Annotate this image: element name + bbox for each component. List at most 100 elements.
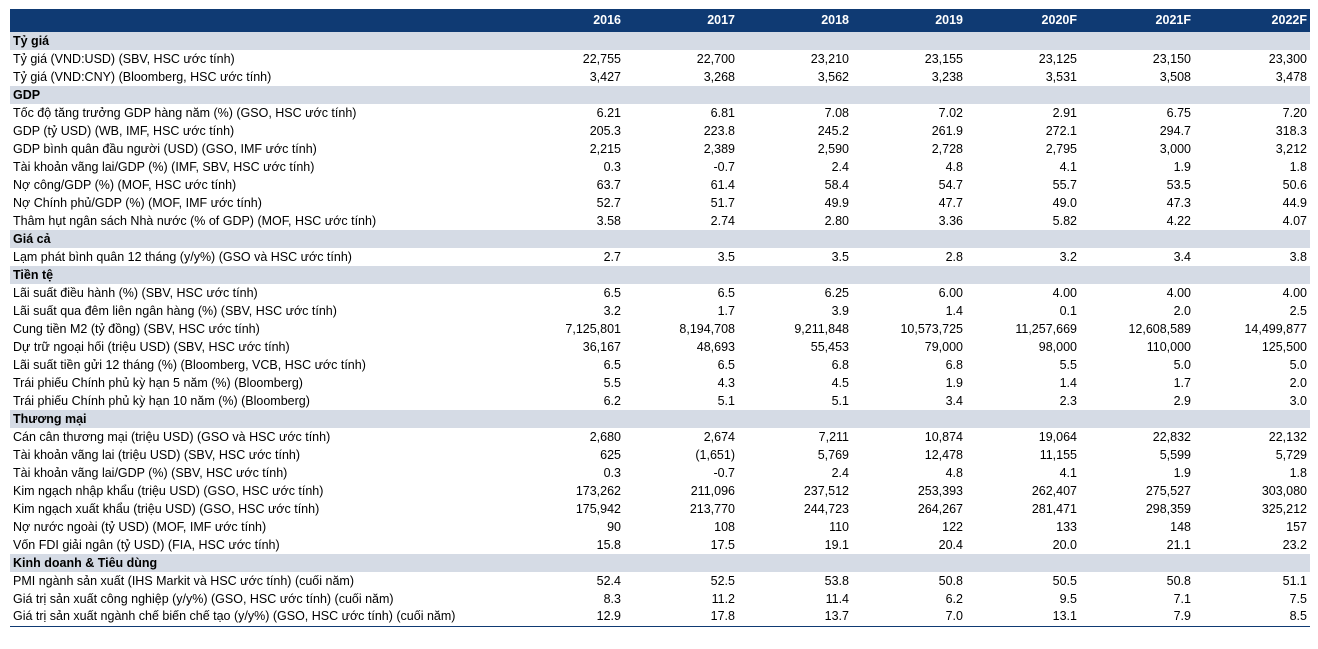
- value-cell: 19.1: [824, 537, 849, 552]
- value-cell: 148: [1170, 519, 1191, 534]
- value-cell: 6.75: [1166, 105, 1191, 120]
- value-cell: 12.9: [510, 608, 624, 627]
- table-row: Nợ công/GDP (%) (MOF, HSC ước tính) 63.7 6…: [10, 176, 1310, 194]
- value-cell: 17.8: [624, 608, 738, 627]
- value-cell: 275,527: [1145, 483, 1191, 498]
- value-cell: 7.02: [938, 105, 963, 120]
- value-cell: 9,211,848: [794, 321, 849, 336]
- year-header: 2022F: [1194, 9, 1310, 32]
- value-cell: 6.8: [945, 357, 963, 372]
- row-label: Nợ nước ngoài (tỷ USD) (MOF, IMF ước tín…: [13, 519, 267, 534]
- value-cell: 5,729: [1275, 447, 1307, 462]
- value-cell: 2.0: [1173, 303, 1191, 318]
- value-cell: 90: [607, 519, 621, 534]
- table-row: Thâm hụt ngân sách Nhà nước (% of GDP) (…: [10, 212, 1310, 230]
- value-cell: 61.4: [710, 177, 735, 192]
- value-cell: 261.9: [931, 123, 963, 138]
- row-label: Lãi suất tiền gửi 12 tháng (%) (Bloomber…: [13, 357, 366, 372]
- value-cell: 3,508: [1159, 69, 1191, 84]
- value-cell: 48,693: [696, 339, 735, 354]
- value-cell: 3,268: [703, 69, 735, 84]
- value-cell: 52.7: [596, 195, 621, 210]
- section-title: Giá cả: [10, 230, 1310, 248]
- value-cell: 3.0: [1289, 393, 1307, 408]
- table-row: Tỷ giá (VND:CNY) (Bloomberg, HSC ước tín…: [10, 68, 1310, 86]
- value-cell: 3.5: [717, 249, 735, 264]
- value-cell: 79,000: [924, 339, 963, 354]
- value-cell: 8,194,708: [679, 321, 735, 336]
- value-cell: 6.2: [603, 393, 621, 408]
- section-header-row: Thương mại: [10, 410, 1310, 428]
- value-cell: 7.0: [852, 608, 966, 627]
- value-cell: 1.4: [1059, 375, 1077, 390]
- value-cell: 3.2: [603, 303, 621, 318]
- value-cell: 58.4: [824, 177, 849, 192]
- table-row: Giá trị sản xuất công nghiệp (y/y%) (GSO…: [10, 590, 1310, 608]
- value-cell: 1.8: [1289, 159, 1307, 174]
- row-label: Tỷ giá (VND:CNY) (Bloomberg, HSC ước tín…: [13, 69, 272, 84]
- value-cell: 2.80: [824, 213, 849, 228]
- value-cell: 63.7: [596, 177, 621, 192]
- row-label: Cán cân thương mại (triệu USD) (GSO và H…: [13, 429, 331, 444]
- value-cell: 2.9: [1173, 393, 1191, 408]
- section-title: Kinh doanh & Tiêu dùng: [10, 554, 1310, 572]
- value-cell: 54.7: [938, 177, 963, 192]
- value-cell: 6.5: [717, 357, 735, 372]
- value-cell: 6.5: [603, 285, 621, 300]
- value-cell: 36,167: [582, 339, 621, 354]
- value-cell: 2,674: [703, 429, 735, 444]
- value-cell: 244,723: [803, 501, 849, 516]
- value-cell: 4.8: [945, 159, 963, 174]
- table-row: Tài khoản vãng lai/GDP (%) (SBV, HSC ước…: [10, 464, 1310, 482]
- value-cell: 47.3: [1166, 195, 1191, 210]
- value-cell: 52.5: [710, 573, 735, 588]
- row-label: Tỷ giá (VND:USD) (SBV, HSC ước tính): [13, 51, 235, 66]
- value-cell: 50.8: [1166, 573, 1191, 588]
- value-cell: 264,267: [917, 501, 963, 516]
- value-cell: 298,359: [1145, 501, 1191, 516]
- macro-indicators-table: 2016 2017 2018 2019 2020F 2021F 2022F Tỷ…: [10, 9, 1310, 627]
- row-label: Lãi suất qua đêm liên ngân hàng (%) (SBV…: [13, 303, 337, 318]
- value-cell: 17.5: [710, 537, 735, 552]
- value-cell: 3.9: [831, 303, 849, 318]
- value-cell: 98,000: [1038, 339, 1077, 354]
- value-cell: 3.36: [938, 213, 963, 228]
- row-label: Thâm hụt ngân sách Nhà nước (% of GDP) (…: [13, 213, 377, 228]
- value-cell: 2,590: [817, 141, 849, 156]
- value-cell: 7,211: [818, 429, 849, 444]
- section-header-row: Kinh doanh & Tiêu dùng: [10, 554, 1310, 572]
- value-cell: 21.1: [1166, 537, 1191, 552]
- value-cell: 0.1: [1059, 303, 1077, 318]
- table-row: Nợ Chính phủ/GDP (%) (MOF, IMF ước tính)…: [10, 194, 1310, 212]
- value-cell: 3,562: [817, 69, 849, 84]
- row-label: Nợ công/GDP (%) (MOF, HSC ước tính): [13, 177, 237, 192]
- table-row: Lãi suất qua đêm liên ngân hàng (%) (SBV…: [10, 302, 1310, 320]
- value-cell: 23,300: [1268, 51, 1307, 66]
- value-cell: 2,795: [1045, 141, 1077, 156]
- value-cell: 3.58: [596, 213, 621, 228]
- value-cell: 22,700: [696, 51, 735, 66]
- value-cell: 12,478: [924, 447, 963, 462]
- row-label: PMI ngành sản xuất (IHS Markit và HSC ướ…: [13, 573, 354, 588]
- value-cell: 2.4: [831, 465, 849, 480]
- table-row: Vốn FDI giải ngân (tỷ USD) (FIA, HSC ước…: [10, 536, 1310, 554]
- macro-table-container: 2016 2017 2018 2019 2020F 2021F 2022F Tỷ…: [10, 9, 1310, 627]
- value-cell: 55.7: [1052, 177, 1077, 192]
- value-cell: 0.3: [603, 159, 621, 174]
- table-row: Tốc độ tăng trưởng GDP hàng năm (%) (GSO…: [10, 104, 1310, 122]
- value-cell: 110,000: [1146, 339, 1191, 354]
- section-header-row: Tiền tệ: [10, 266, 1310, 284]
- table-row: Tài khoản vãng lai/GDP (%) (IMF, SBV, HS…: [10, 158, 1310, 176]
- value-cell: 2.91: [1052, 105, 1077, 120]
- row-label: Nợ Chính phủ/GDP (%) (MOF, IMF ước tính): [13, 195, 262, 210]
- value-cell: 6.00: [938, 285, 963, 300]
- value-cell: 12,608,589: [1128, 321, 1191, 336]
- header-label-cell: [10, 9, 510, 32]
- value-cell: 11,155: [1039, 447, 1077, 462]
- value-cell: 4.3: [717, 375, 735, 390]
- year-header: 2019: [852, 9, 966, 32]
- value-cell: 11.2: [711, 591, 735, 606]
- value-cell: 110: [829, 519, 849, 534]
- value-cell: 8.3: [603, 591, 621, 606]
- value-cell: 5.82: [1052, 213, 1077, 228]
